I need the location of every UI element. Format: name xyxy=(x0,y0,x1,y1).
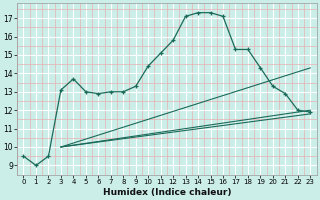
X-axis label: Humidex (Indice chaleur): Humidex (Indice chaleur) xyxy=(103,188,231,197)
